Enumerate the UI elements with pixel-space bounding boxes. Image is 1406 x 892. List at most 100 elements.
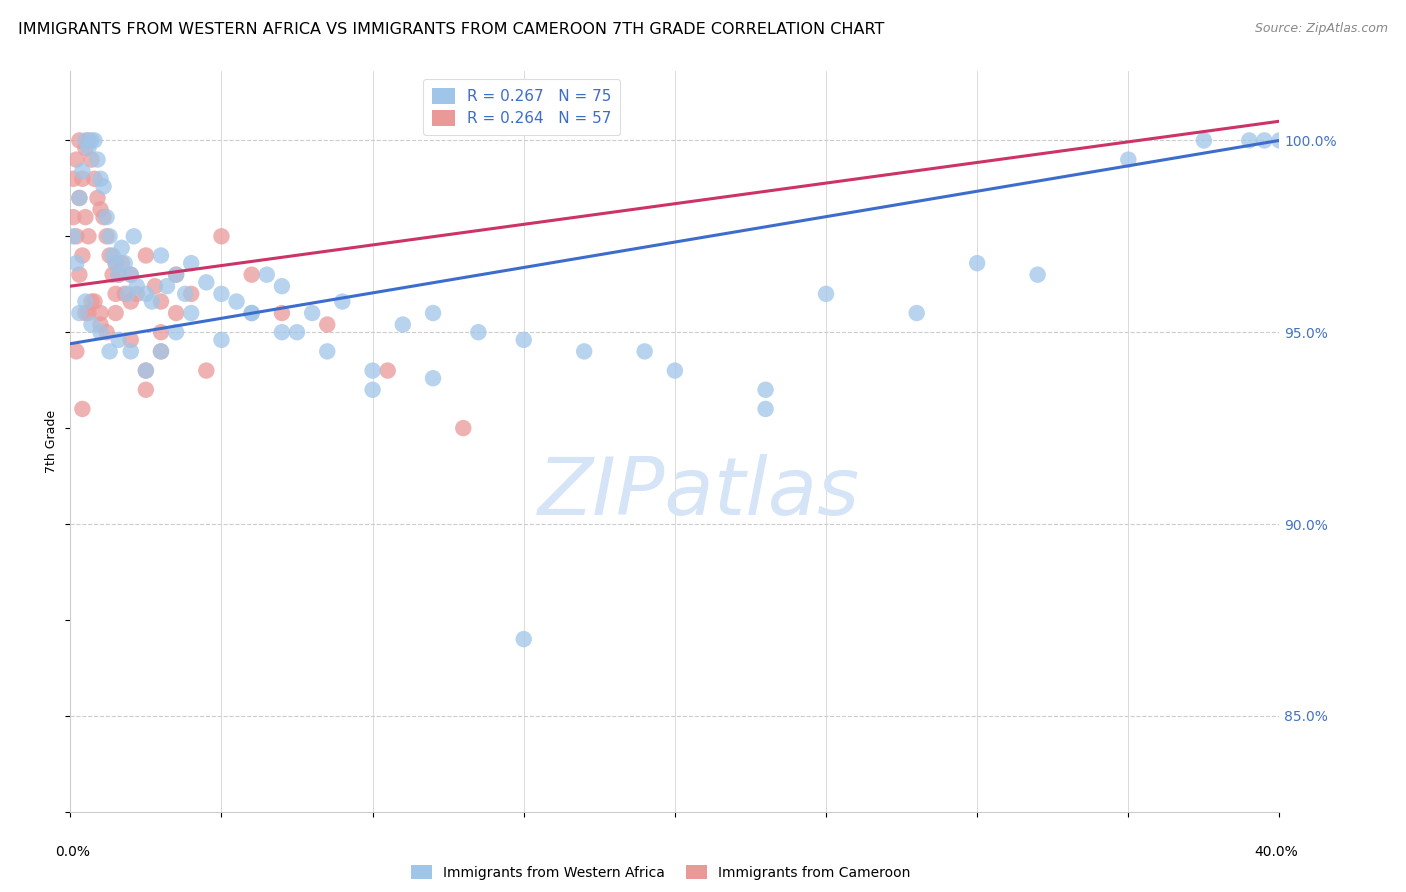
Point [1026, 268, 1049, 282]
Point [1268, 133, 1291, 147]
Point [117, 286, 139, 301]
Point [755, 383, 778, 397]
Point [361, 363, 384, 377]
Point [90, 318, 112, 332]
Point [392, 318, 415, 332]
Point [815, 286, 838, 301]
Point [111, 256, 134, 270]
Point [107, 268, 129, 282]
Point [513, 632, 536, 646]
Point [80, 294, 103, 309]
Point [120, 294, 142, 309]
Point [77, 306, 100, 320]
Point [72, 248, 94, 262]
Point [150, 325, 173, 339]
Point [271, 279, 294, 293]
Point [165, 306, 187, 320]
Point [141, 294, 163, 309]
Point [256, 268, 278, 282]
Point [316, 318, 339, 332]
Point [150, 294, 173, 309]
Point [467, 325, 489, 339]
Point [77, 229, 100, 244]
Point [77, 141, 100, 155]
Point [67, 306, 90, 320]
Point [574, 344, 596, 359]
Legend: Immigrants from Western Africa, Immigrants from Cameroon: Immigrants from Western Africa, Immigran… [406, 859, 915, 885]
Point [135, 286, 157, 301]
Text: 0.0%: 0.0% [56, 845, 90, 859]
Point [75, 141, 97, 155]
Point [72, 164, 94, 178]
Point [664, 363, 686, 377]
Point [101, 248, 124, 262]
Point [271, 306, 294, 320]
Point [195, 276, 218, 290]
Point [104, 286, 127, 301]
Point [755, 401, 778, 416]
Point [1192, 133, 1215, 147]
Point [180, 306, 202, 320]
Point [453, 421, 475, 435]
Point [111, 241, 134, 255]
Point [75, 294, 97, 309]
Point [195, 363, 218, 377]
Y-axis label: 7th Grade: 7th Grade [45, 410, 59, 473]
Point [135, 363, 157, 377]
Point [83, 171, 105, 186]
Text: ZIPatlas: ZIPatlas [538, 454, 860, 533]
Point [125, 286, 148, 301]
Point [377, 363, 399, 377]
Point [104, 306, 127, 320]
Point [211, 286, 233, 301]
Text: 40.0%: 40.0% [1254, 845, 1299, 859]
Point [80, 133, 103, 147]
Point [86, 153, 108, 167]
Point [211, 333, 233, 347]
Point [93, 179, 115, 194]
Point [93, 210, 115, 224]
Point [67, 191, 90, 205]
Point [1239, 133, 1261, 147]
Point [120, 333, 142, 347]
Text: IMMIGRANTS FROM WESTERN AFRICA VS IMMIGRANTS FROM CAMEROON 7TH GRADE CORRELATION: IMMIGRANTS FROM WESTERN AFRICA VS IMMIGR… [18, 22, 884, 37]
Point [83, 294, 105, 309]
Point [62, 171, 84, 186]
Point [62, 229, 84, 244]
Text: Source: ZipAtlas.com: Source: ZipAtlas.com [1254, 22, 1388, 36]
Point [72, 401, 94, 416]
Point [225, 294, 247, 309]
Point [107, 268, 129, 282]
Point [72, 171, 94, 186]
Point [120, 268, 142, 282]
Point [361, 383, 384, 397]
Point [634, 344, 657, 359]
Point [107, 333, 129, 347]
Point [1118, 153, 1140, 167]
Point [422, 306, 444, 320]
Point [65, 256, 87, 270]
Point [240, 306, 263, 320]
Point [316, 344, 339, 359]
Point [98, 248, 121, 262]
Point [114, 256, 136, 270]
Legend: R = 0.267   N = 75, R = 0.264   N = 57: R = 0.267 N = 75, R = 0.264 N = 57 [423, 79, 620, 136]
Point [120, 344, 142, 359]
Point [120, 268, 142, 282]
Point [180, 286, 202, 301]
Point [135, 248, 157, 262]
Point [65, 229, 87, 244]
Point [114, 286, 136, 301]
Point [90, 171, 112, 186]
Point [104, 256, 127, 270]
Point [75, 133, 97, 147]
Point [122, 229, 145, 244]
Point [135, 363, 157, 377]
Point [80, 153, 103, 167]
Point [96, 229, 118, 244]
Point [285, 325, 308, 339]
Point [75, 210, 97, 224]
Point [211, 229, 233, 244]
Point [143, 279, 166, 293]
Point [75, 306, 97, 320]
